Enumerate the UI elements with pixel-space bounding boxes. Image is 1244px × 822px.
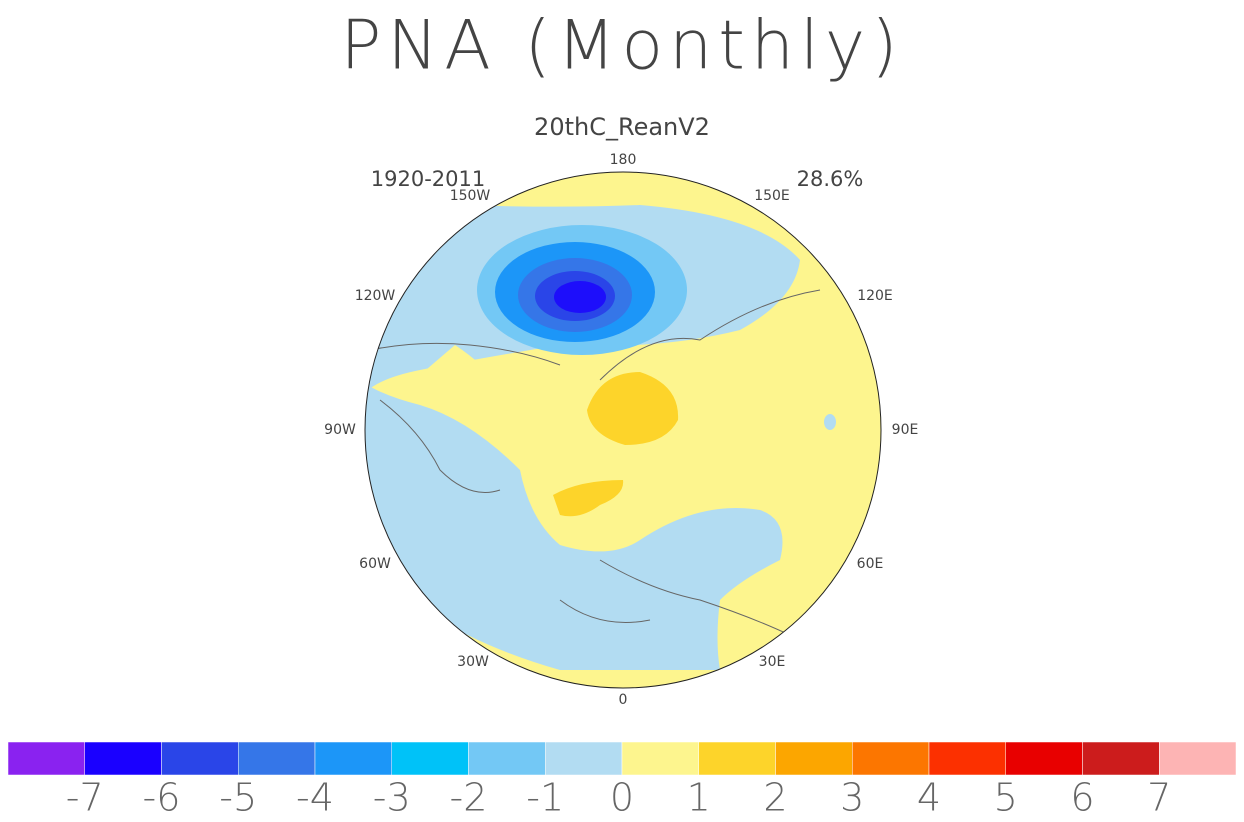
colorbar-label: 0 xyxy=(610,776,634,820)
lon-label: 150W xyxy=(450,188,491,204)
colorbar-label: 2 xyxy=(763,776,787,820)
colorbar-box xyxy=(84,741,162,776)
map xyxy=(365,172,881,688)
lon-labels: 180 150E 120E 90E 60E 30E 0 30W 60W 90W 120W 150W xyxy=(324,152,918,708)
colorbar-box xyxy=(621,741,699,776)
lon-label: 0 xyxy=(619,692,628,708)
colorbar-box xyxy=(238,741,316,776)
title: PNA (Monthly) xyxy=(340,7,903,86)
colorbar-label: -7 xyxy=(66,776,104,820)
period: 1920-2011 xyxy=(371,167,485,191)
colorbar-label: 4 xyxy=(917,776,941,820)
colorbar-box xyxy=(928,741,1006,776)
colorbar-label: -6 xyxy=(143,776,181,820)
colorbar-box xyxy=(161,741,239,776)
colorbar-label: -1 xyxy=(526,776,564,820)
colorbar-label: 6 xyxy=(1070,776,1094,820)
colorbar-box xyxy=(314,741,392,776)
colorbar-box xyxy=(852,741,930,776)
lon-label: 60E xyxy=(857,556,884,572)
lon-label: 120W xyxy=(355,288,396,304)
subtitle: 20thC_ReanV2 xyxy=(534,113,710,141)
colorbar: -7 -6 -5 -4 -3 -2 -1 0 1 2 3 4 5 6 7 xyxy=(7,741,1237,820)
lon-label: 30E xyxy=(759,654,786,670)
lon-label: 90E xyxy=(892,422,919,438)
colorbar-box xyxy=(468,741,546,776)
variance: 28.6% xyxy=(797,167,864,191)
lon-label: 30W xyxy=(457,654,489,670)
colorbar-label: -5 xyxy=(219,776,257,820)
colorbar-box xyxy=(7,741,85,776)
colorbar-box xyxy=(1159,741,1237,776)
colorbar-box xyxy=(1005,741,1083,776)
lon-label: 120E xyxy=(857,288,893,304)
lon-label: 60W xyxy=(359,556,391,572)
lon-label: 180 xyxy=(610,152,637,168)
colorbar-box xyxy=(545,741,623,776)
colorbar-label: -2 xyxy=(450,776,488,820)
colorbar-box xyxy=(391,741,469,776)
colorbar-label: 3 xyxy=(840,776,864,820)
colorbar-box xyxy=(775,741,853,776)
colorbar-box xyxy=(698,741,776,776)
colorbar-label: -4 xyxy=(296,776,334,820)
colorbar-label: 7 xyxy=(1147,776,1171,820)
colorbar-box xyxy=(1082,741,1160,776)
colorbar-label: 1 xyxy=(687,776,711,820)
colorbar-label: 5 xyxy=(994,776,1018,820)
lon-label: 90W xyxy=(324,422,356,438)
map-border xyxy=(364,171,882,689)
colorbar-label: -3 xyxy=(373,776,411,820)
lon-label: 150E xyxy=(754,188,790,204)
